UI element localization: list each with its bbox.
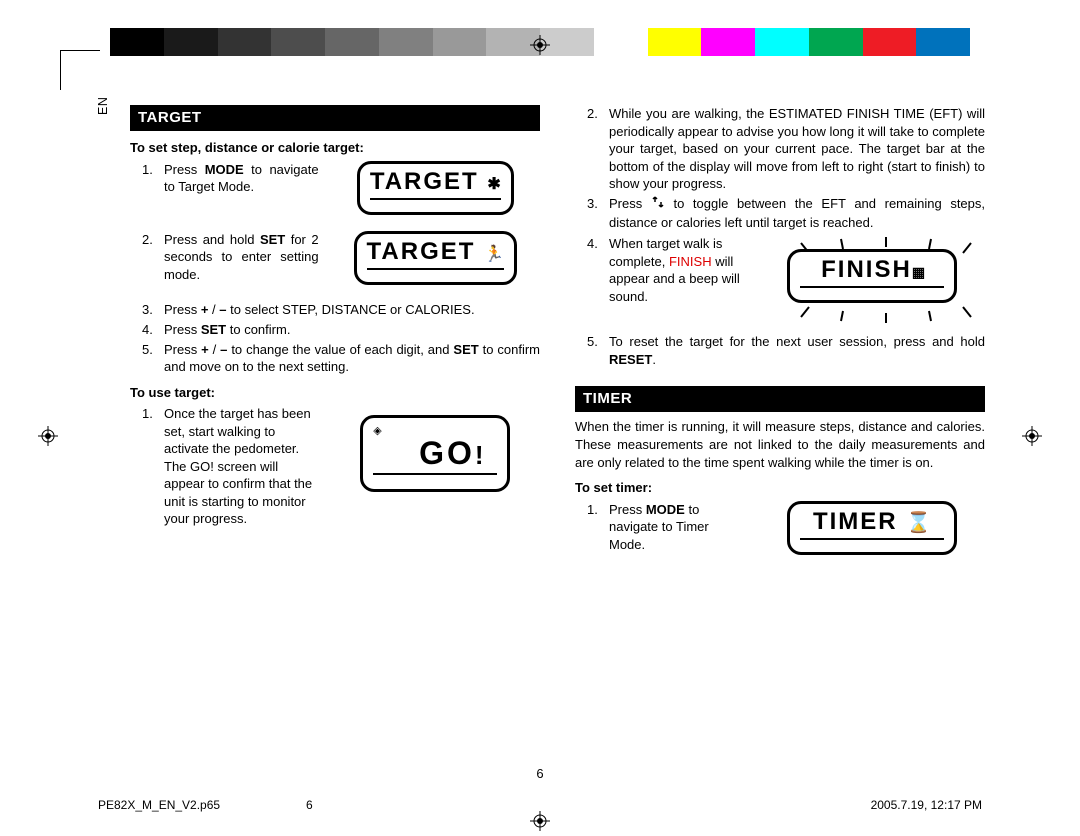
left-column: TARGET To set step, distance or calorie … <box>130 105 540 773</box>
list-item: 2. Press and hold SET for 2 seconds to e… <box>142 231 319 284</box>
list-item: 3. Press to toggle between the EFT and r… <box>587 195 985 231</box>
lcd-target-icon: TARGET ✱ <box>357 161 514 215</box>
list-item: 5. To reset the target for the next user… <box>587 333 985 368</box>
list-text: While you are walking, the ESTIMATED FIN… <box>609 105 985 193</box>
section-heading-target: TARGET <box>130 105 540 131</box>
list-number: 2. <box>142 231 164 284</box>
registration-mark-icon <box>38 426 58 446</box>
list-item: 2. While you are walking, the ESTIMATED … <box>587 105 985 193</box>
list-number: 3. <box>587 195 609 231</box>
list-text: Press + / – to change the value of each … <box>164 341 540 376</box>
section-heading-timer: TIMER <box>575 386 985 412</box>
language-tab: EN <box>95 97 112 115</box>
lcd-go-icon: ◈ GO! <box>360 415 510 492</box>
list-text: Press MODE to navigate to Target Mode. <box>164 161 319 196</box>
toggle-icon <box>651 195 665 214</box>
list-text: Once the target has been set, start walk… <box>164 405 319 528</box>
list-text: Press + / – to select STEP, DISTANCE or … <box>164 301 540 319</box>
list-item: 1. Press MODE to navigate to Target Mode… <box>142 161 319 196</box>
registration-mark-icon <box>530 811 550 831</box>
list-text: When target walk is complete, FINISH wil… <box>609 235 747 305</box>
list-text: To reset the target for the next user se… <box>609 333 985 368</box>
lcd-timer-icon: TIMER ⌛ <box>787 501 957 555</box>
lcd-target-set-icon: TARGET 🏃 <box>354 231 517 285</box>
footer-filename: PE82X_M_EN_V2.p65 <box>98 797 220 813</box>
list-number: 3. <box>142 301 164 319</box>
subhead-use-target: To use target: <box>130 384 540 402</box>
list-number: 4. <box>587 235 609 305</box>
list-text: Press MODE to navigate to Timer Mode. <box>609 501 747 554</box>
footer-page: 6 <box>306 797 313 813</box>
list-text: Press and hold SET for 2 seconds to ente… <box>164 231 319 284</box>
list-number: 1. <box>142 161 164 196</box>
page-body: TARGET To set step, distance or calorie … <box>130 105 985 773</box>
list-item: 3. Press + / – to select STEP, DISTANCE … <box>142 301 540 319</box>
right-column: 2. While you are walking, the ESTIMATED … <box>575 105 985 773</box>
crop-mark <box>60 50 100 90</box>
list-number: 1. <box>587 501 609 554</box>
registration-mark-icon <box>530 35 550 55</box>
subhead-set-timer: To set timer: <box>575 479 985 497</box>
list-number: 1. <box>142 405 164 528</box>
list-number: 5. <box>587 333 609 368</box>
lcd-finish-icon: FINISH▦ <box>781 235 963 317</box>
list-item: 1. Press MODE to navigate to Timer Mode. <box>587 501 747 554</box>
list-item: 4. Press SET to confirm. <box>142 321 540 339</box>
list-text: Press to toggle between the EFT and rema… <box>609 195 985 231</box>
list-text: Press SET to confirm. <box>164 321 540 339</box>
subhead-set-target: To set step, distance or calorie target: <box>130 139 540 157</box>
page-number: 6 <box>536 765 543 783</box>
list-item: 5. Press + / – to change the value of ea… <box>142 341 540 376</box>
page-footer: PE82X_M_EN_V2.p65 6 2005.7.19, 12:17 PM <box>98 797 982 813</box>
list-number: 4. <box>142 321 164 339</box>
footer-date: 2005.7.19, 12:17 PM <box>871 797 982 813</box>
list-item: 1. Once the target has been set, start w… <box>142 405 319 528</box>
list-item: 4. When target walk is complete, FINISH … <box>587 235 747 305</box>
list-number: 5. <box>142 341 164 376</box>
registration-mark-icon <box>1022 426 1042 446</box>
timer-intro-text: When the timer is running, it will measu… <box>575 418 985 471</box>
list-number: 2. <box>587 105 609 193</box>
